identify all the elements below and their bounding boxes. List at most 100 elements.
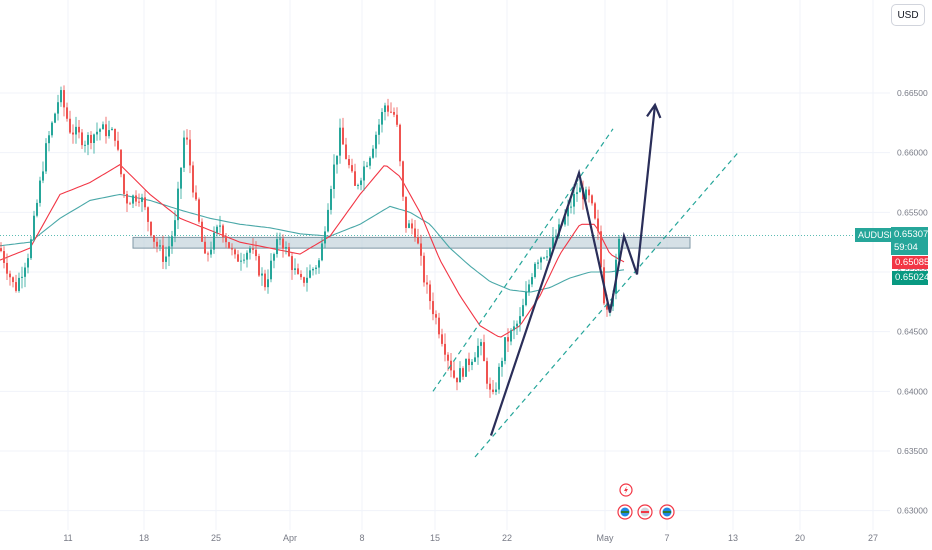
- candle-body: [114, 128, 116, 141]
- candle-body: [234, 249, 236, 255]
- candle-body: [0, 248, 2, 252]
- candle-body: [339, 127, 341, 156]
- candle-body: [417, 237, 419, 244]
- candle-body: [291, 256, 293, 270]
- x-tick-label: 18: [139, 533, 149, 543]
- candle-body: [534, 263, 536, 278]
- candle-body: [309, 270, 311, 278]
- x-tick-label: 11: [63, 533, 72, 543]
- candle-body: [24, 267, 26, 277]
- candle-body: [45, 143, 47, 172]
- drawings-layer: [432, 102, 739, 458]
- candle-body: [267, 279, 269, 288]
- currency-button[interactable]: USD: [891, 4, 925, 26]
- candle-body: [261, 273, 263, 276]
- candle-body: [495, 389, 497, 392]
- candle-body: [360, 180, 362, 185]
- candle-body: [48, 135, 50, 144]
- candle-body: [378, 124, 380, 135]
- candle-body: [156, 241, 158, 247]
- candle-body: [51, 122, 53, 136]
- candle-body: [63, 90, 65, 108]
- candle-body: [207, 253, 209, 255]
- y-tick-label: 0.63000: [897, 506, 928, 516]
- candle-body: [39, 180, 41, 203]
- candle-body: [27, 258, 29, 268]
- candle-body: [438, 317, 440, 335]
- candle-body: [393, 112, 395, 115]
- candle-body: [249, 248, 251, 253]
- candle-body: [531, 277, 533, 285]
- candle-body: [567, 207, 569, 217]
- channel-lower-line: [474, 152, 739, 458]
- candle-body: [282, 238, 284, 249]
- x-tick-label: 7: [664, 533, 669, 543]
- candle-body: [420, 243, 422, 256]
- candle-body: [180, 167, 182, 189]
- candle-body: [381, 112, 383, 125]
- candle-body: [324, 231, 326, 244]
- candle-body: [201, 221, 203, 242]
- projection-path: [489, 104, 657, 436]
- candle-body: [462, 368, 464, 377]
- flag-icon: [617, 504, 633, 520]
- candle-body: [546, 256, 548, 258]
- flag-icon: [659, 504, 675, 520]
- candle-body: [9, 273, 11, 278]
- candle-body: [150, 221, 152, 236]
- candle-body: [585, 189, 587, 200]
- x-tick-label: Apr: [283, 533, 297, 543]
- candle-body: [105, 124, 107, 137]
- x-tick-label: 15: [430, 533, 440, 543]
- candle-body: [12, 277, 14, 283]
- candle-body: [72, 132, 74, 135]
- flag-stripe: [641, 511, 649, 513]
- candle-body: [468, 358, 470, 366]
- candle-body: [483, 342, 485, 362]
- candle-body: [123, 174, 125, 195]
- candle-body: [270, 260, 272, 280]
- candle-body: [405, 196, 407, 228]
- resistance-zone-layer: [0, 234, 855, 249]
- candle-body: [471, 361, 473, 366]
- candle-body: [177, 188, 179, 221]
- candle-body: [171, 236, 173, 247]
- candle-body: [66, 107, 68, 119]
- candle-body: [543, 257, 545, 259]
- candle-body: [165, 256, 167, 262]
- candle-body: [333, 164, 335, 189]
- candle-body: [138, 201, 140, 203]
- y-tick-label: 0.64500: [897, 327, 928, 337]
- candle-body: [555, 236, 557, 238]
- candle-body: [126, 194, 128, 204]
- candle-body: [57, 102, 59, 114]
- candle-body: [456, 377, 458, 383]
- y-tick-label: 0.64000: [897, 386, 928, 396]
- candle-body: [228, 242, 230, 249]
- candle-body: [423, 255, 425, 283]
- candle-body: [597, 218, 599, 232]
- candle-body: [231, 248, 233, 250]
- candle-body: [306, 277, 308, 283]
- candle-body: [540, 257, 542, 263]
- symbol-tag: AUDUSD: [855, 228, 896, 242]
- candle-body: [210, 249, 212, 255]
- candle-body: [492, 389, 494, 392]
- candle-body: [321, 243, 323, 261]
- candle-body: [345, 144, 347, 159]
- candle-body: [93, 134, 95, 144]
- candle-body: [216, 226, 218, 233]
- x-tick-label: May: [596, 533, 614, 543]
- candle-body: [444, 343, 446, 355]
- candle-body: [213, 232, 215, 250]
- y-tick-label: 0.65500: [897, 207, 928, 217]
- x-tick-label: 22: [502, 533, 512, 543]
- candle-body: [168, 246, 170, 257]
- candle-body: [426, 282, 428, 285]
- candle-body: [408, 223, 410, 228]
- candle-body: [69, 118, 71, 133]
- candle-body: [579, 187, 581, 193]
- candle-body: [510, 330, 512, 342]
